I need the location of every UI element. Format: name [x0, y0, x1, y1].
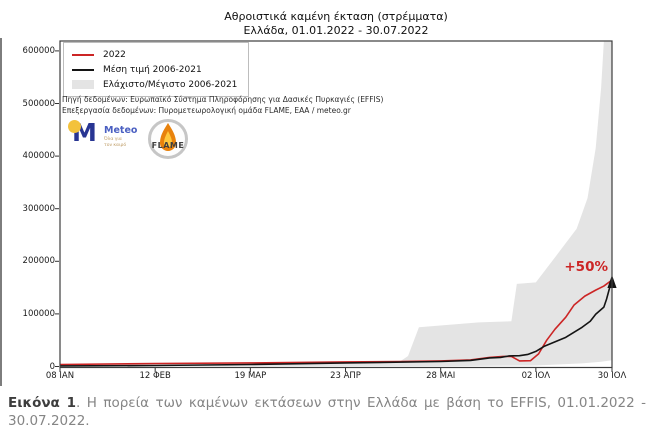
source-line-2: Επεξεργασία δεδομένων: Πυρομετεωρολογική…: [62, 105, 351, 115]
legend-item-min-max: Ελάχιστο/Μέγιστο 2006-2021: [72, 77, 240, 92]
caption-figure-label: Εικόνα 1: [8, 395, 77, 411]
x-tick-label: 12 ΦΕΒ: [139, 371, 171, 381]
meteo-tagline-line2: τον καιρό: [104, 142, 127, 148]
legend-label-2022: 2022: [103, 49, 126, 60]
image-left-edge: [0, 38, 2, 386]
plot-area: [55, 40, 617, 372]
x-tick-label: 30 ΙΟΛ: [597, 371, 627, 381]
legend-black-line-swatch: [72, 68, 94, 71]
meteo-tagline-line1: Όλα για: [104, 137, 122, 142]
y-tick-label: 100000: [22, 308, 55, 319]
meteo-logo: M Meteo Όλα για τον καιρό: [64, 117, 138, 163]
y-tick-label: 200000: [22, 256, 55, 267]
figure-caption: Εικόνα 1. Η πορεία των καμένων εκτάσεων …: [8, 394, 646, 430]
plot-border: [59, 40, 613, 369]
legend-gray-patch-swatch: [72, 80, 94, 89]
annotation-plus50: +50%: [564, 259, 608, 275]
legend-label-mean: Μέση τιμή 2006-2021: [103, 64, 202, 75]
chart-title: Αθροιστικά καμένη έκταση (στρέμματα): [224, 10, 448, 23]
flame-logo-emblem-icon: [148, 119, 188, 159]
data-source: Πηγή δεδομένων: Ευρωπαϊκό Σύστημα Πληροφ…: [62, 95, 383, 116]
caption-text: . Η πορεία των καμένων εκτάσεων στην Ελλ…: [8, 395, 646, 429]
y-tick-label: 400000: [22, 151, 55, 162]
y-tick-label: 500000: [22, 98, 55, 109]
series-line-2022: [59, 279, 613, 366]
x-tick-label: 23 ΑΠΡ: [330, 371, 361, 381]
legend: 2022 Μέση τιμή 2006-2021 Ελάχιστο/Μέγιστ…: [63, 42, 249, 97]
legend-red-line-swatch: [72, 53, 94, 56]
series-line-mean: [59, 277, 613, 367]
legend-item-mean: Μέση τιμή 2006-2021: [72, 62, 240, 77]
meteo-logo-tagline: Όλα για τον καιρό: [104, 137, 126, 148]
x-tick-label: 02 ΙΟΛ: [521, 371, 551, 381]
y-tick-label: 600000: [22, 45, 55, 56]
x-tick-label: 28 ΜΑΙ: [426, 371, 456, 381]
meteo-logo-name: Meteo: [104, 125, 138, 136]
chart-subtitle: Ελλάδα, 01.01.2022 - 30.07.2022: [243, 24, 429, 37]
legend-label-min-max: Ελάχιστο/Μέγιστο 2006-2021: [103, 79, 238, 90]
legend-item-2022: 2022: [72, 47, 240, 62]
flame-logo-name: FLAME: [151, 141, 185, 150]
flame-logo: FLAME: [146, 117, 190, 163]
x-tick-label: 19 ΜΑΡ: [234, 371, 267, 381]
x-tick-label: 08 ΙΑΝ: [45, 371, 75, 381]
source-line-1: Πηγή δεδομένων: Ευρωπαϊκό Σύστημα Πληροφ…: [62, 95, 384, 104]
y-tick-label: 300000: [22, 203, 55, 214]
meteo-logo-sun-icon: [68, 120, 81, 133]
logos: M Meteo Όλα για τον καιρό FLAME: [64, 117, 190, 165]
band-min-max: [60, 41, 612, 367]
y-tick-label: 0: [49, 361, 55, 372]
